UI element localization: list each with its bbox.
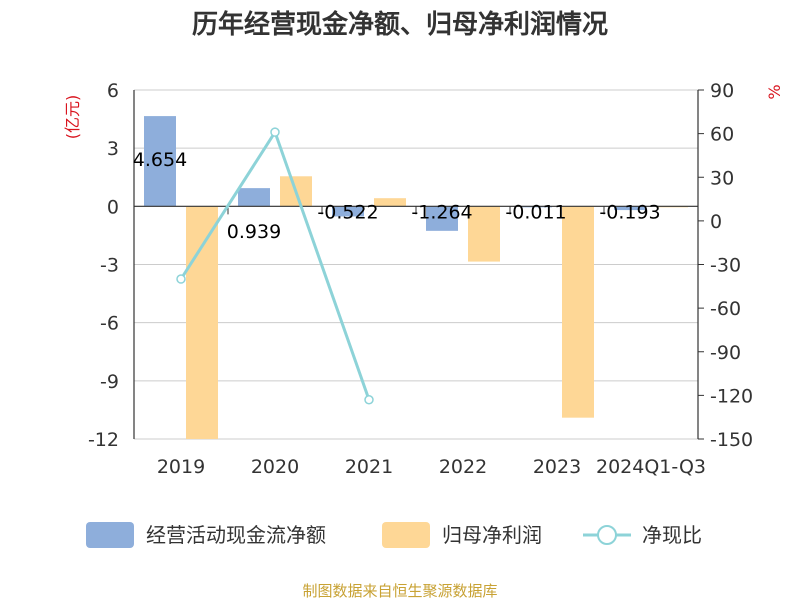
- category-label: 2024Q1-Q3: [596, 456, 706, 478]
- right-axis-unit: %: [765, 84, 784, 99]
- left-tick-label: -6: [100, 313, 119, 335]
- bar-cashflow[interactable]: [426, 206, 458, 231]
- category-label: 2022: [439, 456, 487, 478]
- data-labels: 4.654 0.939 -0.522 -1.264 -0.011 -0.193: [133, 149, 661, 243]
- right-tick-label: 30: [710, 167, 734, 189]
- ratio-point[interactable]: [176, 274, 186, 284]
- category-label: 2019: [157, 456, 205, 478]
- category-label: 2021: [345, 456, 393, 478]
- grid-lines: [134, 89, 698, 440]
- left-axis-ticks: 6 3 0 -3 -6 -9 -12: [88, 80, 119, 451]
- data-label-cashflow: 4.654: [133, 149, 187, 171]
- category-label: 2020: [251, 456, 299, 478]
- ratio-line: [176, 127, 374, 405]
- ratio-point[interactable]: [270, 127, 280, 137]
- legend-swatch-ratio-marker[interactable]: [597, 525, 617, 545]
- bar-cashflow[interactable]: [614, 206, 646, 211]
- right-axis-ticks: 90 60 30 0 -30 -60 -90 -120 -150: [698, 80, 753, 451]
- right-tick-label: -30: [710, 255, 741, 277]
- left-tick-label: -9: [100, 371, 119, 393]
- right-tick-label: -120: [710, 385, 753, 407]
- chart-title: 历年经营现金净额、归母净利润情况: [192, 9, 608, 40]
- left-tick-label: -12: [88, 429, 119, 451]
- data-label-cashflow: 0.939: [227, 221, 281, 243]
- right-tick-label: -90: [710, 342, 741, 364]
- left-axis-unit: (亿元): [63, 95, 82, 140]
- bar-cashflow[interactable]: [332, 206, 364, 217]
- ratio-point[interactable]: [364, 394, 374, 405]
- data-label-cashflow: -1.264: [411, 201, 472, 223]
- category-label: 2023: [533, 456, 581, 478]
- legend-swatch-cashflow[interactable]: [86, 522, 134, 548]
- bars: [144, 116, 688, 439]
- right-tick-label: 0: [710, 211, 722, 233]
- left-tick-label: -3: [100, 255, 119, 277]
- data-source: 制图数据来自恒生聚源数据库: [302, 582, 497, 600]
- legend-label-cashflow[interactable]: 经营活动现金流净额: [146, 523, 326, 547]
- bar-cashflow[interactable]: [238, 188, 270, 207]
- right-tick-label: -150: [710, 429, 753, 451]
- legend-label-ratio[interactable]: 净现比: [642, 523, 702, 547]
- right-tick-label: -60: [710, 298, 741, 320]
- legend: 经营活动现金流净额 归母净利润 净现比: [86, 522, 702, 548]
- bar-profit[interactable]: [374, 198, 406, 207]
- right-tick-label: 60: [710, 124, 734, 146]
- left-tick-label: 3: [107, 138, 119, 160]
- data-label-cashflow: -0.011: [505, 201, 566, 223]
- left-tick-label: 6: [107, 80, 119, 102]
- bar-cashflow[interactable]: [144, 116, 176, 207]
- legend-swatch-profit[interactable]: [382, 522, 430, 548]
- data-label-cashflow: -0.522: [317, 201, 378, 223]
- bar-profit[interactable]: [186, 206, 218, 439]
- bar-profit[interactable]: [468, 206, 500, 262]
- right-tick-label: 90: [710, 80, 734, 102]
- left-tick-label: 0: [107, 196, 119, 218]
- legend-label-profit[interactable]: 归母净利润: [442, 523, 542, 547]
- bar-profit[interactable]: [562, 206, 594, 418]
- data-label-cashflow: -0.193: [599, 201, 660, 223]
- category-axis-ticks: 2019 2020 2021 2022 2023 2024Q1-Q3: [157, 456, 706, 478]
